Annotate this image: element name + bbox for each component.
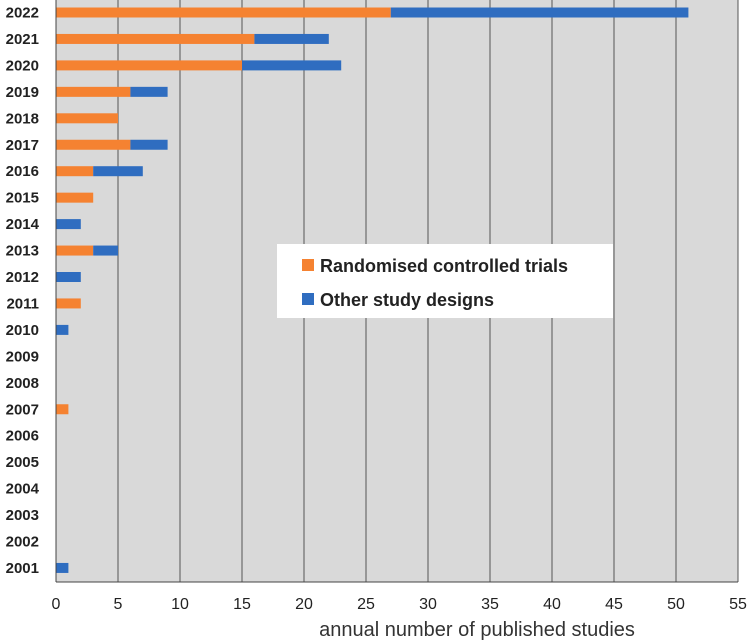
bar-2012-other bbox=[56, 272, 81, 282]
y-category-2007: 2007 bbox=[6, 401, 39, 418]
legend-label-other: Other study designs bbox=[320, 290, 494, 310]
legend-swatch-rct bbox=[302, 259, 314, 271]
x-tick-45: 45 bbox=[605, 596, 623, 613]
legend-box bbox=[277, 244, 613, 318]
legend: Randomised controlled trials Other study… bbox=[277, 244, 613, 318]
x-tick-10: 10 bbox=[171, 596, 189, 613]
bar-2001-other bbox=[56, 562, 69, 573]
bar-2021-rct bbox=[56, 33, 255, 44]
bar-2021-other bbox=[254, 33, 329, 44]
category-labels: 2022 2021 2020 2019 2018 2017 2016 2015 2014 2013… bbox=[6, 5, 40, 577]
y-category-2005: 2005 bbox=[6, 454, 39, 471]
x-tick-40: 40 bbox=[543, 596, 561, 613]
bar-2019-rct bbox=[56, 86, 131, 97]
gridlines bbox=[117, 0, 739, 582]
x-tick-35: 35 bbox=[481, 596, 499, 613]
y-category-2021: 2021 bbox=[6, 31, 39, 48]
y-category-2009: 2009 bbox=[6, 348, 39, 365]
bar-2017-rct bbox=[56, 139, 131, 150]
bar-2015-rct bbox=[56, 192, 94, 203]
bar-2020-rct bbox=[56, 60, 242, 71]
y-category-2020: 2020 bbox=[6, 57, 39, 74]
y-category-2022: 2022 bbox=[6, 5, 39, 22]
y-category-2014: 2014 bbox=[6, 216, 40, 233]
y-category-2010: 2010 bbox=[6, 322, 39, 339]
bar-2016-rct bbox=[56, 166, 94, 177]
y-category-2013: 2013 bbox=[6, 243, 39, 260]
bar-2018-rct bbox=[56, 113, 118, 124]
y-category-2011: 2011 bbox=[6, 295, 39, 312]
x-tick-20: 20 bbox=[295, 596, 313, 613]
bar-2017-other bbox=[130, 139, 168, 150]
x-tick-labels: 0 5 10 15 20 25 30 35 40 45 50 55 bbox=[52, 596, 747, 613]
bar-2022-rct bbox=[56, 7, 391, 18]
y-category-2016: 2016 bbox=[6, 163, 39, 180]
y-category-2004: 2004 bbox=[6, 481, 40, 498]
bar-2014-other bbox=[56, 219, 81, 230]
y-category-2006: 2006 bbox=[6, 428, 39, 445]
y-category-2008: 2008 bbox=[6, 375, 39, 392]
y-category-2003: 2003 bbox=[6, 507, 39, 524]
bar-2007-rct bbox=[56, 404, 69, 415]
y-category-2015: 2015 bbox=[6, 190, 39, 207]
x-axis-title: annual number of published studies bbox=[319, 619, 635, 641]
x-tick-0: 0 bbox=[52, 596, 61, 613]
legend-label-rct: Randomised controlled trials bbox=[320, 256, 568, 276]
y-category-2002: 2002 bbox=[6, 534, 39, 551]
y-category-2019: 2019 bbox=[6, 84, 39, 101]
y-category-2018: 2018 bbox=[6, 110, 39, 127]
x-tick-30: 30 bbox=[419, 596, 437, 613]
x-tick-55: 55 bbox=[729, 596, 747, 613]
x-tick-50: 50 bbox=[667, 596, 685, 613]
bar-2010-other bbox=[56, 324, 69, 335]
bar-2011-rct bbox=[56, 298, 81, 309]
bar-2022-other bbox=[390, 7, 689, 18]
y-category-2017: 2017 bbox=[6, 137, 39, 154]
legend-swatch-other bbox=[302, 293, 314, 305]
x-tick-25: 25 bbox=[357, 596, 375, 613]
bar-2019-other bbox=[130, 86, 168, 97]
bar-2020-other bbox=[242, 60, 342, 71]
bar-2013-other bbox=[93, 245, 118, 256]
x-tick-15: 15 bbox=[233, 596, 251, 613]
bars bbox=[56, 7, 689, 573]
bar-2013-rct bbox=[56, 245, 94, 256]
y-category-2001: 2001 bbox=[6, 560, 39, 577]
y-category-2012: 2012 bbox=[6, 269, 39, 286]
bar-2016-other bbox=[93, 166, 143, 177]
x-tick-5: 5 bbox=[114, 596, 123, 613]
